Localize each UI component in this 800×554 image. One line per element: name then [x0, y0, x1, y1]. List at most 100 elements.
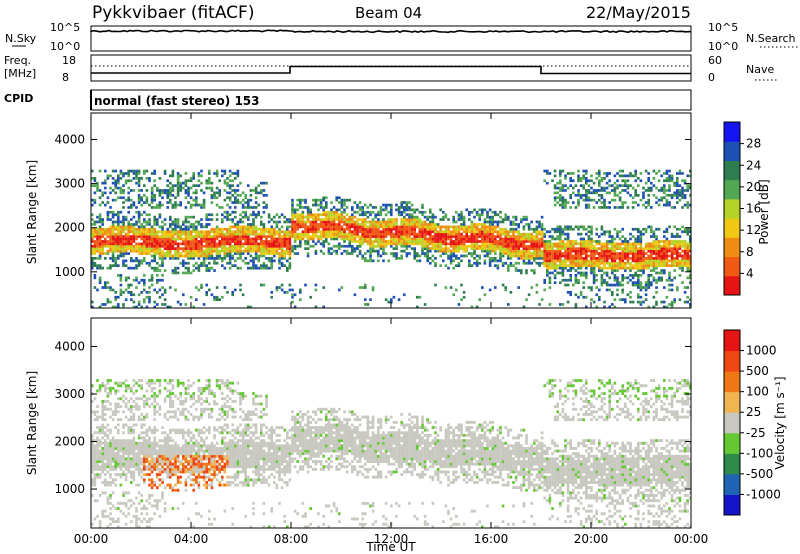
power-cell	[564, 203, 567, 207]
power-cell	[369, 244, 372, 248]
power-cell	[444, 213, 448, 217]
power-cell	[187, 257, 190, 260]
power-cell	[291, 227, 294, 231]
power-cell	[618, 237, 622, 241]
power-cell	[423, 247, 427, 250]
power-cell	[572, 201, 575, 204]
power-cell	[579, 179, 583, 183]
power-cell	[241, 215, 245, 219]
power-cell	[579, 242, 583, 246]
power-cell	[629, 269, 632, 272]
power-cell	[218, 235, 221, 238]
power-cell	[150, 196, 154, 200]
power-cell	[291, 213, 294, 217]
power-cell	[397, 240, 401, 243]
power-cell	[101, 227, 104, 231]
power-cell	[93, 244, 97, 248]
power-cell	[145, 213, 149, 217]
power-cell	[652, 232, 656, 236]
power-cell	[119, 240, 123, 243]
power-cell	[332, 206, 336, 209]
power-cell	[176, 172, 180, 175]
power-cell	[234, 196, 237, 200]
power-cell	[499, 247, 502, 250]
power-cell	[161, 227, 164, 231]
power-cell	[384, 252, 388, 255]
power-cell	[262, 230, 266, 234]
power-cell	[462, 227, 466, 231]
power-cell	[387, 259, 390, 263]
power-cell	[322, 240, 325, 243]
power-cell	[314, 220, 318, 224]
power-cell	[239, 235, 242, 238]
power-cell	[442, 230, 445, 234]
power-cell	[371, 232, 375, 236]
power-cell	[319, 220, 323, 224]
power-cell	[608, 254, 611, 258]
power-cell	[91, 218, 94, 221]
power-cell	[215, 295, 219, 299]
power-cell	[187, 232, 190, 236]
power-cell	[117, 235, 120, 238]
velocity-cell	[96, 444, 99, 448]
power-cell	[223, 249, 227, 253]
power-cell	[413, 252, 416, 255]
power-cell	[358, 286, 362, 289]
power-cell	[197, 174, 201, 178]
power-cell	[413, 247, 416, 250]
power-cell	[405, 254, 409, 258]
power-cell	[197, 240, 201, 243]
power-cell	[608, 179, 611, 183]
power-cell	[689, 184, 692, 187]
power-cell	[486, 254, 489, 258]
power-cell	[93, 274, 97, 277]
power-cell	[101, 240, 104, 243]
power-cell	[158, 257, 162, 260]
power-cell	[686, 206, 689, 209]
power-cell	[114, 259, 117, 263]
velocity-cell	[98, 475, 102, 479]
power-cell	[286, 218, 289, 221]
power-cell	[439, 254, 442, 258]
power-echoes	[91, 169, 692, 309]
power-cell	[535, 220, 539, 224]
power-cell	[127, 252, 130, 255]
power-cell	[254, 257, 258, 260]
power-cell	[366, 225, 370, 229]
power-cell	[543, 169, 546, 173]
power-cell	[267, 244, 271, 248]
power-cell	[564, 257, 567, 260]
power-cell	[579, 254, 583, 258]
power-cell	[223, 242, 227, 246]
power-cell	[582, 225, 585, 229]
power-cell	[132, 232, 136, 236]
power-cell	[267, 247, 271, 250]
power-cell	[325, 223, 328, 226]
power-cell	[176, 266, 180, 270]
power-cell	[670, 232, 674, 236]
power-cell	[111, 169, 115, 173]
power-cell	[317, 213, 320, 217]
power-cell	[587, 191, 591, 195]
power-cell	[257, 191, 260, 195]
power-cell	[600, 252, 604, 255]
power-cell	[655, 227, 658, 231]
power-cell	[468, 225, 471, 229]
power-cell	[184, 249, 188, 253]
power-cell	[530, 232, 533, 236]
power-cell	[236, 223, 240, 226]
power-cell	[514, 247, 518, 250]
power-cell	[639, 288, 643, 292]
power-cell	[548, 244, 552, 248]
power-cell	[421, 220, 424, 224]
power-cell	[522, 225, 526, 229]
power-cell	[421, 223, 424, 226]
power-cell	[124, 288, 128, 292]
power-cell	[624, 189, 627, 192]
power-cell	[579, 232, 583, 236]
power-cell	[356, 206, 359, 209]
power-cell	[270, 230, 273, 234]
power-cell	[371, 225, 375, 229]
power-cell	[127, 179, 130, 183]
power-cell	[676, 288, 679, 292]
